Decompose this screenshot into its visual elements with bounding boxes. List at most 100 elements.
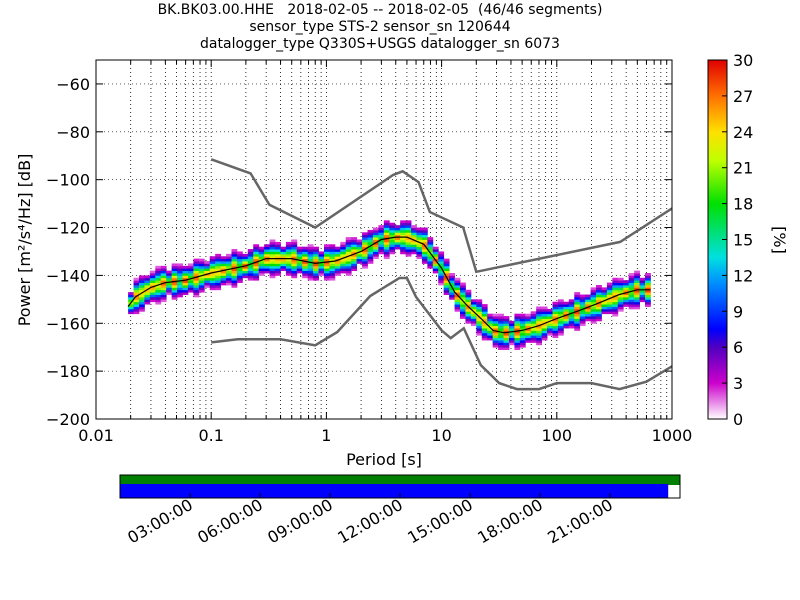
heatmap-cell: [351, 263, 358, 267]
heatmap-cell: [356, 239, 363, 243]
heatmap-cell: [617, 301, 624, 305]
heatmap-cell: [296, 268, 303, 272]
heatmap-cell: [318, 253, 325, 257]
heatmap-cell: [645, 292, 651, 295]
heatmap-cell: [481, 328, 488, 331]
heatmap-cell: [492, 320, 499, 324]
heatmap-cell: [285, 265, 292, 269]
heatmap-cell: [258, 261, 265, 264]
heatmap-cell: [536, 342, 543, 346]
heatmap-cell: [432, 251, 439, 255]
heatmap-cell: [645, 296, 651, 300]
heatmap-cell: [334, 273, 341, 276]
heatmap-cell: [209, 268, 216, 272]
heatmap-cell: [617, 282, 624, 286]
heatmap-cell: [557, 332, 564, 336]
heatmap-cell: [220, 268, 227, 272]
heatmap-cell: [351, 268, 358, 272]
heatmap-cell: [421, 261, 428, 264]
heatmap-cell: [275, 258, 281, 262]
heatmap-cell: [307, 251, 314, 255]
heatmap-cell: [530, 316, 537, 319]
heatmap-cell: [160, 277, 167, 281]
heatmap-cell: [313, 253, 319, 257]
heatmap-cell: [525, 335, 532, 339]
heatmap-cell: [454, 306, 461, 310]
heatmap-cell: [329, 268, 336, 272]
heatmap-cell: [340, 241, 347, 245]
heatmap-cell: [193, 263, 200, 267]
heatmap-cell: [367, 261, 374, 264]
heatmap-cell: [372, 253, 379, 257]
heatmap-cell: [264, 251, 270, 255]
heatmap-cell: [372, 239, 379, 243]
heatmap-cell: [133, 292, 140, 295]
heatmap-cell: [372, 256, 379, 260]
heatmap-cell: [454, 292, 461, 295]
heatmap-cell: [617, 294, 624, 298]
heatmap-cell: [280, 265, 287, 269]
heatmap-cell: [421, 227, 428, 231]
heatmap-cell: [291, 241, 298, 245]
heatmap-cell: [612, 277, 619, 281]
heatmap-cell: [296, 251, 303, 255]
heatmap-cell: [253, 244, 260, 248]
heatmap-cell: [514, 340, 521, 343]
heatmap-cell: [226, 253, 232, 257]
heatmap-cell: [171, 263, 178, 267]
heatmap-cell: [557, 318, 564, 322]
coverage-available-bar: [120, 484, 669, 498]
heatmap-cell: [144, 280, 151, 283]
colorbar-tick-label: 9: [733, 302, 743, 321]
heatmap-cell: [356, 246, 363, 250]
heatmap-cell: [285, 270, 292, 274]
heatmap-cell: [411, 227, 417, 231]
heatmap-cell: [362, 263, 368, 267]
heatmap-cell: [617, 280, 624, 283]
heatmap-cell: [574, 308, 581, 312]
heatmap-cell: [236, 256, 243, 260]
heatmap-cell: [411, 244, 417, 248]
colorbar-tick-label: 6: [733, 338, 743, 357]
heatmap-cell: [149, 299, 156, 303]
heatmap-cell: [460, 294, 466, 298]
heatmap-cell: [579, 294, 586, 298]
heatmap-cell: [541, 320, 548, 324]
heatmap-cell: [334, 261, 341, 264]
title-line-3: datalogger_type Q330S+USGS datalogger_sn…: [200, 36, 560, 52]
heatmap-cell: [530, 337, 537, 341]
heatmap-cell: [438, 253, 445, 257]
mode-line: [127, 236, 651, 334]
heatmap-cell: [634, 284, 640, 288]
heatmap-cell: [323, 253, 330, 257]
time-tick-label: 15:00:00: [404, 495, 476, 547]
heatmap-cell: [498, 347, 504, 350]
heatmap-cell: [470, 311, 477, 315]
heatmap-cell: [378, 237, 385, 240]
heatmap-cell: [405, 241, 412, 245]
heatmap-cell: [568, 299, 575, 303]
heatmap-cell: [231, 258, 238, 262]
heatmap-cell: [334, 263, 341, 267]
heatmap-cell: [476, 330, 483, 334]
heatmap-cell: [579, 306, 586, 310]
heatmap-cell: [231, 277, 238, 281]
y-tick-label: −60: [56, 75, 90, 94]
heatmap-cell: [552, 311, 559, 315]
heatmap-cell: [362, 251, 368, 255]
heatmap-cell: [639, 280, 646, 283]
heatmap-cell: [128, 296, 134, 300]
heatmap-cell: [400, 244, 407, 248]
heatmap-cell: [612, 313, 619, 317]
heatmap-cell: [215, 263, 222, 267]
heatmap-cell: [307, 277, 314, 281]
heatmap-cell: [133, 301, 140, 305]
heatmap-cell: [454, 299, 461, 303]
heatmap-cell: [144, 292, 151, 295]
heatmap-cell: [443, 261, 450, 264]
heatmap-cell: [389, 244, 396, 248]
heatmap-cell: [514, 332, 521, 336]
heatmap-cell: [149, 287, 156, 291]
high-noise-model-line: [210, 158, 672, 274]
heatmap-cell: [356, 258, 363, 262]
